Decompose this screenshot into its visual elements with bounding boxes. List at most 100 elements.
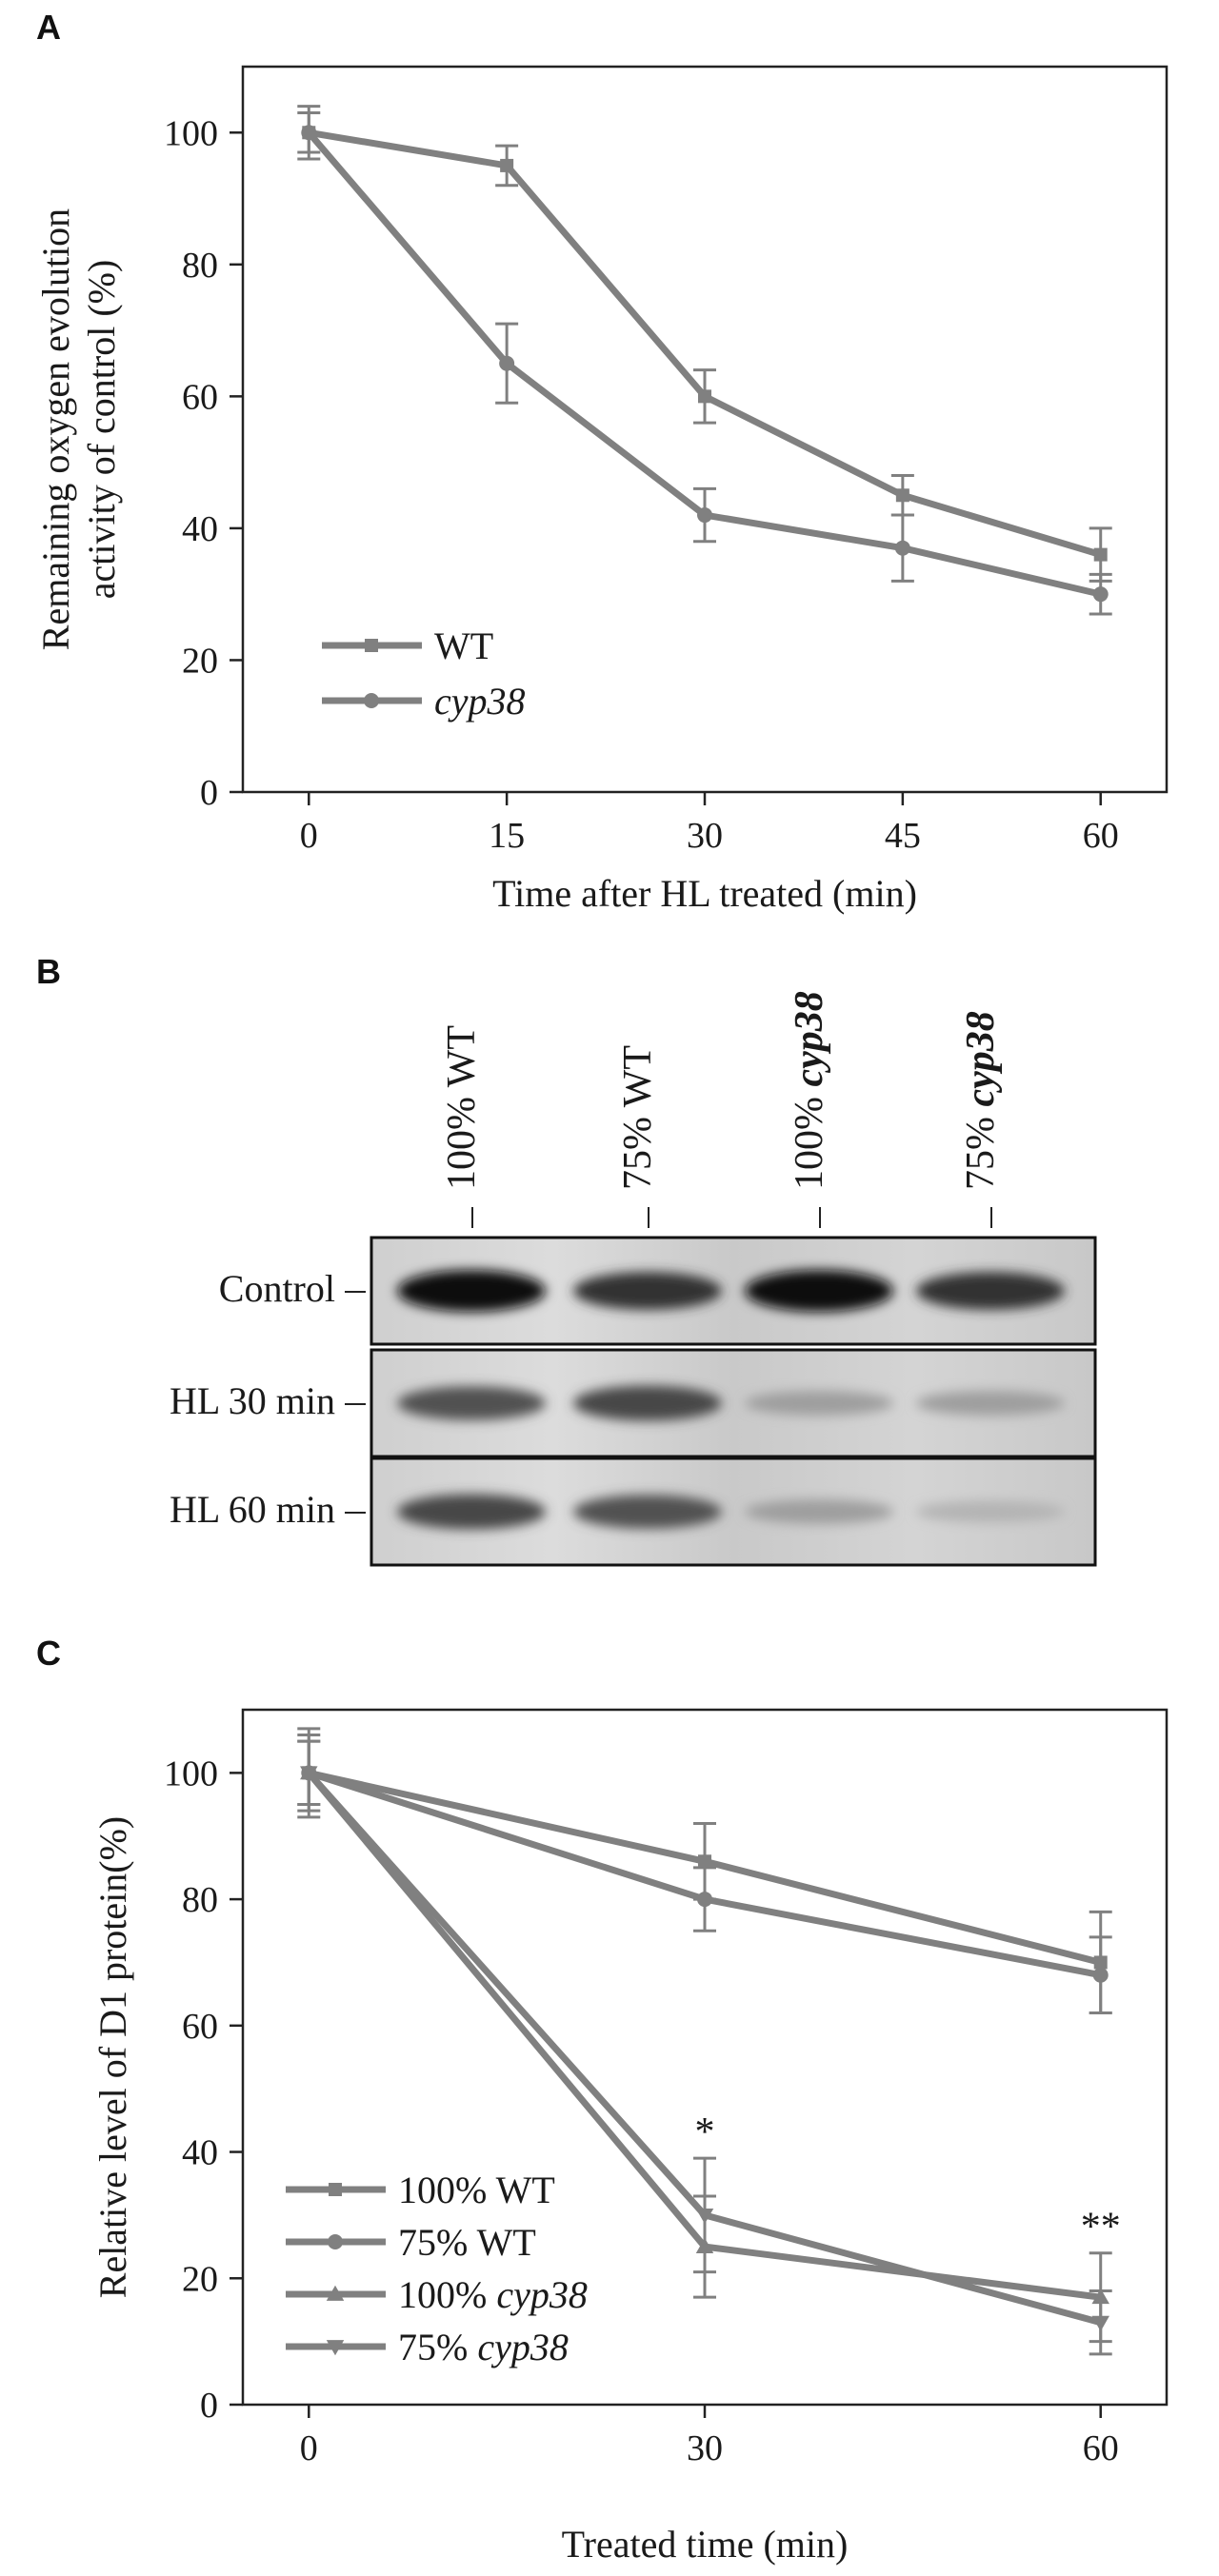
legend-marker — [328, 2234, 343, 2249]
data-point — [1092, 1967, 1109, 1983]
x-tick-label: 0 — [300, 816, 318, 856]
x-tick-label: 60 — [1083, 816, 1119, 856]
legend-item: 100% cyp38 — [286, 2273, 588, 2316]
row-tick — [345, 1512, 366, 1514]
lane-tick — [648, 1207, 649, 1228]
legend-item: 75% WT — [286, 2221, 536, 2264]
legend-label: 75% cyp38 — [398, 2326, 569, 2368]
lane-tick — [471, 1207, 473, 1228]
data-point — [1091, 2315, 1109, 2331]
data-point — [1092, 586, 1109, 603]
data-point — [697, 507, 712, 524]
legend-item: 75% cyp38 — [286, 2326, 569, 2368]
protein-band — [916, 1272, 1065, 1310]
y-tick-label: 20 — [182, 2259, 218, 2299]
y-tick-label: 0 — [200, 2386, 218, 2426]
protein-band — [397, 1386, 546, 1420]
protein-band — [745, 1270, 893, 1312]
panel-letter-b: B — [36, 952, 61, 991]
protein-band — [573, 1495, 722, 1529]
series-1 — [297, 1734, 1112, 2015]
row-tick — [345, 1291, 366, 1293]
data-point — [894, 540, 910, 556]
row-label: HL 60 min — [169, 1488, 335, 1531]
legend-item: cyp38 — [322, 680, 526, 723]
legend-label: WT — [434, 624, 493, 667]
blot-row — [370, 1456, 1097, 1567]
y-axis-label-line2: activity of control (%) — [80, 260, 123, 600]
legend-marker — [326, 2340, 345, 2356]
y-tick-label: 80 — [182, 246, 218, 286]
x-tick-label: 30 — [687, 2428, 723, 2468]
lane-label: 75% WT — [616, 1044, 660, 1190]
western-blot-panel: 100% WT 75% WT 100% cyp38 75% cyp38 Control… — [0, 952, 1219, 1618]
significance-marker: * — [695, 2110, 715, 2154]
data-point — [698, 389, 711, 404]
y-tick-label: 100 — [164, 113, 218, 153]
y-tick-label: 20 — [182, 641, 218, 681]
protein-band — [397, 1494, 546, 1530]
y-tick-label: 60 — [182, 2007, 218, 2047]
protein-band — [745, 1499, 893, 1524]
legend-marker — [326, 2285, 345, 2301]
y-axis-label: Relative level of D1 protein(%) — [91, 1816, 134, 2298]
data-point — [300, 1766, 318, 1782]
blot-row — [370, 1348, 1097, 1458]
data-point — [499, 355, 515, 371]
y-tick-label: 60 — [182, 377, 218, 417]
x-tick-label: 30 — [687, 816, 723, 856]
data-point — [695, 2208, 714, 2225]
legend-marker — [329, 2183, 342, 2196]
lane-tick — [990, 1207, 992, 1228]
row-label: Control — [218, 1267, 335, 1310]
legend-item: WT — [322, 624, 493, 667]
y-axis-label-line1: Remaining oxygen evolution — [34, 208, 77, 650]
lane-tick — [819, 1207, 821, 1228]
series-3 — [297, 1739, 1112, 2356]
blot-row — [370, 1236, 1097, 1346]
y-tick-label: 40 — [182, 2133, 218, 2173]
row-tick — [345, 1403, 366, 1405]
plot-frame — [241, 65, 1169, 794]
data-point — [895, 488, 909, 503]
protein-band — [397, 1270, 546, 1312]
x-tick-label: 60 — [1083, 2428, 1119, 2468]
lane-label: 100% WT — [440, 1024, 484, 1190]
legend-item: 100% WT — [286, 2169, 555, 2211]
data-point — [1093, 547, 1108, 562]
legend-marker — [364, 693, 379, 708]
protein-band — [573, 1272, 722, 1310]
series-0 — [297, 105, 1112, 583]
y-tick-label: 0 — [200, 773, 218, 813]
significance-marker: ** — [1081, 2206, 1121, 2249]
data-point — [698, 1854, 711, 1869]
legend-label: 100% WT — [398, 2169, 555, 2211]
series-1 — [297, 110, 1112, 616]
y-tick-label: 40 — [182, 509, 218, 549]
lane-label: 100% cyp38 — [788, 991, 831, 1190]
blot-image — [370, 1236, 1097, 1567]
x-tick-label: 45 — [885, 816, 921, 856]
x-tick-label: 15 — [489, 816, 525, 856]
x-axis-label: Treated time (min) — [562, 2523, 849, 2566]
lane-label: 75% cyp38 — [959, 1011, 1003, 1190]
protein-band — [573, 1385, 722, 1421]
data-point — [500, 158, 514, 172]
row-label: HL 30 min — [169, 1379, 335, 1422]
data-point — [697, 1892, 712, 1908]
protein-band — [916, 1391, 1065, 1416]
protein-band — [916, 1500, 1065, 1523]
panel-letter-a: A — [36, 8, 61, 47]
x-axis-label: Time after HL treated (min) — [492, 872, 917, 915]
panel-letter-c: C — [36, 1634, 61, 1673]
x-tick-label: 0 — [300, 2428, 318, 2468]
protein-band — [745, 1391, 893, 1416]
legend-label: 100% cyp38 — [398, 2273, 588, 2316]
legend-label: 75% WT — [398, 2221, 536, 2264]
data-point — [301, 125, 317, 141]
y-tick-label: 100 — [164, 1754, 218, 1793]
oxygen-evolution-chart: 0 15 30 45 60 0 20 40 60 80 100 WT cyp38 Time after… — [34, 65, 1169, 915]
y-tick-label: 80 — [182, 1880, 218, 1920]
legend-marker — [365, 639, 378, 652]
